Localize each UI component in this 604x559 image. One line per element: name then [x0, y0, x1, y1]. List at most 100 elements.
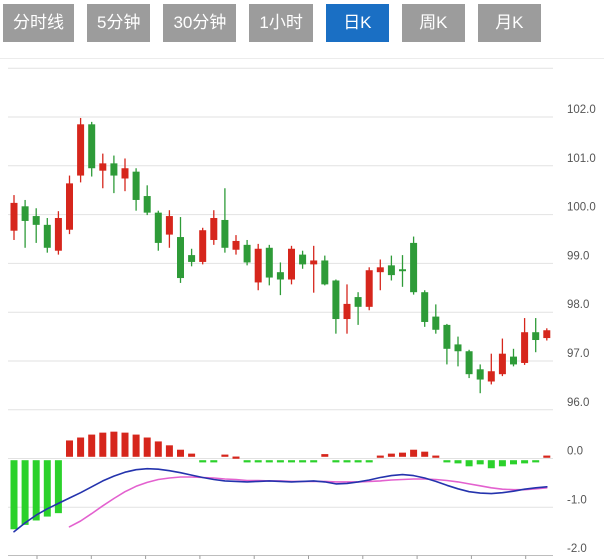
candle-body	[465, 351, 473, 375]
macd-bar-positive	[232, 456, 240, 459]
macd-bar-positive	[154, 441, 162, 457]
tab-daily-k[interactable]: 日K	[325, 4, 389, 42]
dea-line	[68, 476, 548, 528]
macd-bar-negative	[10, 460, 18, 530]
candle-body	[99, 163, 107, 171]
candle-body	[387, 265, 395, 276]
macd-bar-positive	[88, 434, 96, 457]
macd-bar-positive	[188, 453, 196, 457]
macd-bar-positive	[543, 455, 551, 458]
macd-bar-negative	[454, 460, 462, 464]
candle-body	[199, 230, 207, 262]
macd-bar-negative	[498, 460, 506, 467]
candle-body	[432, 316, 440, 330]
price-axis-label: 97.0	[567, 348, 589, 360]
macd-bar-negative	[510, 460, 517, 465]
candle-body	[454, 344, 462, 352]
candle-body	[532, 332, 540, 341]
candle-body	[132, 171, 140, 200]
tab-30min[interactable]: 30分钟	[163, 4, 237, 42]
timeframe-tabs: 分时线 5分钟 30分钟 1小时 日K 周K 月K	[3, 4, 541, 42]
candle-body	[232, 240, 240, 250]
price-axis-label: 102.0	[567, 104, 596, 116]
candle-body	[376, 267, 384, 273]
candle-body	[154, 212, 162, 243]
candle-body	[188, 255, 196, 262]
macd-bar-positive	[77, 437, 85, 457]
tab-5min[interactable]: 5分钟	[87, 4, 151, 42]
candle-body	[521, 332, 529, 363]
candle-body	[265, 247, 273, 278]
candle-body	[21, 206, 29, 221]
macd-bar-negative	[43, 460, 51, 517]
candle-body	[354, 297, 362, 307]
macd-bar-positive	[66, 440, 73, 457]
macd-bar-positive	[410, 449, 418, 457]
tab-weekly-k[interactable]: 周K	[401, 4, 465, 42]
candle-body	[221, 219, 229, 248]
macd-bar-negative	[476, 460, 484, 465]
macd-bar-negative	[332, 460, 340, 463]
candle-body	[10, 202, 18, 231]
tab-label: 分时线	[13, 13, 64, 32]
candle-body	[32, 216, 40, 225]
candle-body	[165, 216, 173, 235]
candle-body	[498, 353, 506, 375]
macd-bar-negative	[243, 460, 251, 463]
macd-bar-positive	[321, 454, 329, 457]
candle-body	[543, 330, 551, 339]
macd-bar-positive	[177, 449, 184, 457]
tab-label: 5分钟	[97, 13, 141, 32]
macd-bar-positive	[221, 454, 229, 457]
candle-body	[310, 260, 318, 265]
candle-body	[66, 183, 73, 230]
tab-1hour[interactable]: 1小时	[249, 4, 313, 42]
tab-label: 月K	[495, 13, 524, 32]
price-axis-label: 99.0	[567, 250, 589, 262]
candle-body	[54, 218, 62, 251]
tab-label: 30分钟	[173, 13, 227, 32]
macd-bar-negative	[365, 460, 373, 463]
price-axis-label: 100.0	[567, 202, 596, 214]
x-axis	[8, 555, 553, 559]
macd-gridlines	[8, 458, 553, 508]
candle-body	[254, 248, 262, 283]
macd-bar-negative	[354, 460, 362, 463]
candle-body	[321, 260, 329, 285]
macd-bar-negative	[532, 460, 540, 463]
tab-label: 周K	[419, 13, 448, 32]
macd-bar-negative	[199, 460, 207, 463]
macd-bar-negative	[54, 460, 62, 514]
candles-layer	[10, 117, 551, 394]
macd-bar-positive	[165, 445, 173, 457]
candle-body	[343, 303, 351, 320]
macd-bar-positive	[143, 437, 151, 457]
macd-bar-negative	[521, 460, 529, 464]
macd-bar-negative	[254, 460, 262, 463]
price-axis-label: 98.0	[567, 299, 589, 311]
tab-timeline[interactable]: 分时线	[3, 4, 74, 42]
tab-monthly-k[interactable]: 月K	[477, 4, 541, 42]
macd-bar-negative	[21, 460, 29, 525]
macd-bar-positive	[399, 452, 406, 457]
candle-body	[288, 248, 295, 280]
macd-axis-labels: 0.0 -1.0 -2.0	[567, 446, 587, 556]
macd-bar-negative	[310, 460, 318, 463]
candle-body	[110, 163, 118, 176]
macd-bar-positive	[121, 432, 129, 457]
macd-lines	[13, 467, 548, 533]
candle-body	[121, 168, 129, 179]
candle-body	[77, 124, 85, 176]
price-axis-label: 101.0	[567, 153, 596, 165]
candle-body	[365, 270, 373, 307]
price-axis-label: 96.0	[567, 397, 589, 409]
macd-bar-positive	[376, 455, 384, 458]
candle-body	[476, 369, 484, 380]
macd-bar-negative	[299, 460, 307, 463]
macd-bar-negative	[210, 460, 218, 463]
candle-body	[88, 124, 96, 169]
macd-axis-label: -1.0	[567, 494, 587, 506]
macd-bar-positive	[99, 432, 107, 457]
